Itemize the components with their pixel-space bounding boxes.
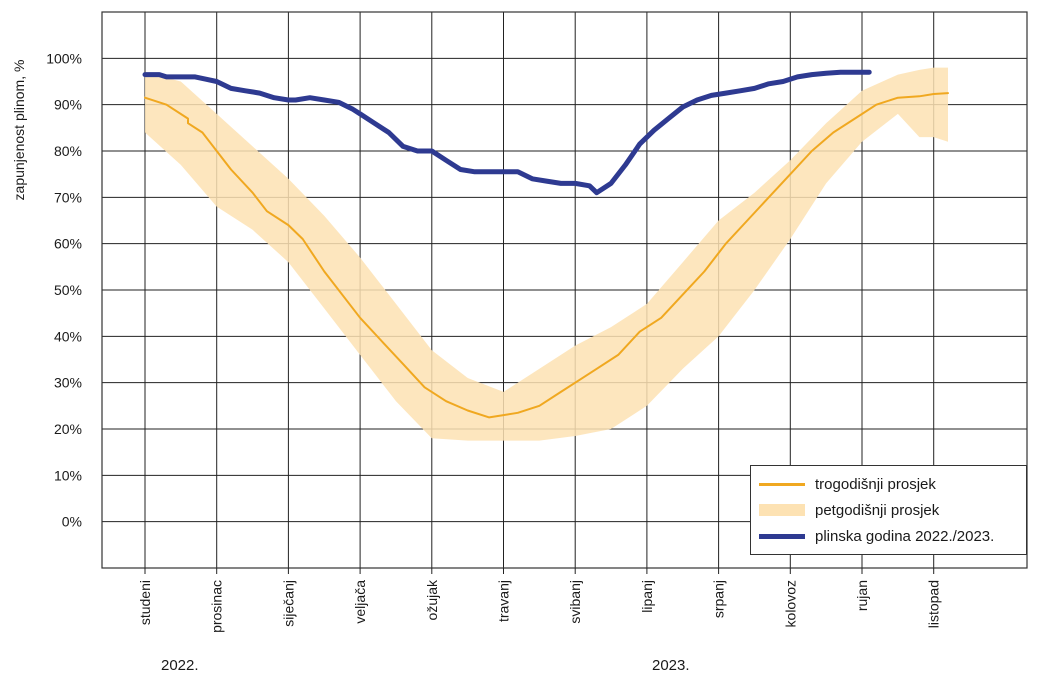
legend-swatch-gas-year	[759, 533, 805, 539]
five-year-average-band	[145, 67, 948, 441]
x-tick-label: lipanj	[639, 580, 655, 613]
x-tick-label: veljača	[352, 580, 368, 624]
year-label-2023: 2023.	[652, 657, 690, 674]
y-tick-label: 30%	[54, 375, 82, 391]
y-tick-label: 40%	[54, 328, 82, 344]
x-tick-label: prosinac	[209, 580, 225, 633]
y-tick-label: 90%	[54, 97, 82, 113]
y-tick-label: 80%	[54, 143, 82, 159]
legend-item-gas-year: plinska godina 2022./2023.	[759, 523, 1018, 549]
x-tick-label: srpanj	[711, 580, 727, 618]
x-tick-label: rujan	[854, 580, 870, 611]
y-tick-label: 20%	[54, 421, 82, 437]
x-tick-label: studeni	[137, 580, 153, 625]
plot-frame	[101, 11, 1028, 569]
y-tick-label: 50%	[54, 282, 82, 298]
year-label-2022: 2022.	[161, 657, 199, 674]
legend-label-gas-year: plinska godina 2022./2023.	[815, 527, 995, 545]
x-tick-label: ožujak	[424, 579, 440, 620]
y-tick-label: 70%	[54, 189, 82, 205]
legend-item-three-year-average: trogodišnji prosjek	[759, 471, 1018, 497]
gas-year-line	[142, 69, 872, 196]
x-tick-label: siječanj	[280, 580, 296, 627]
y-tick-label: 10%	[54, 467, 82, 483]
y-tick-label: 60%	[54, 236, 82, 252]
x-tick-label: svibanj	[567, 580, 583, 624]
y-tick-label: 100%	[46, 50, 82, 66]
y-tick-label: 0%	[62, 514, 82, 530]
x-tick-label: kolovoz	[782, 580, 798, 627]
legend-label-three-year-average: trogodišnji prosjek	[815, 475, 936, 493]
y-axis-label: zapunjenost plinom, %	[11, 60, 27, 201]
legend: trogodišnji prosjek petgodišnji prosjek …	[750, 465, 1027, 555]
legend-swatch-three-year-average	[759, 482, 805, 486]
x-tick-label: listopad	[926, 580, 942, 628]
legend-swatch-five-year-average	[759, 504, 805, 516]
x-tick-label: travanj	[496, 580, 512, 622]
legend-item-five-year-average: petgodišnji prosjek	[759, 497, 1018, 523]
three-year-average-line	[144, 92, 949, 419]
legend-label-five-year-average: petgodišnji prosjek	[815, 501, 940, 519]
